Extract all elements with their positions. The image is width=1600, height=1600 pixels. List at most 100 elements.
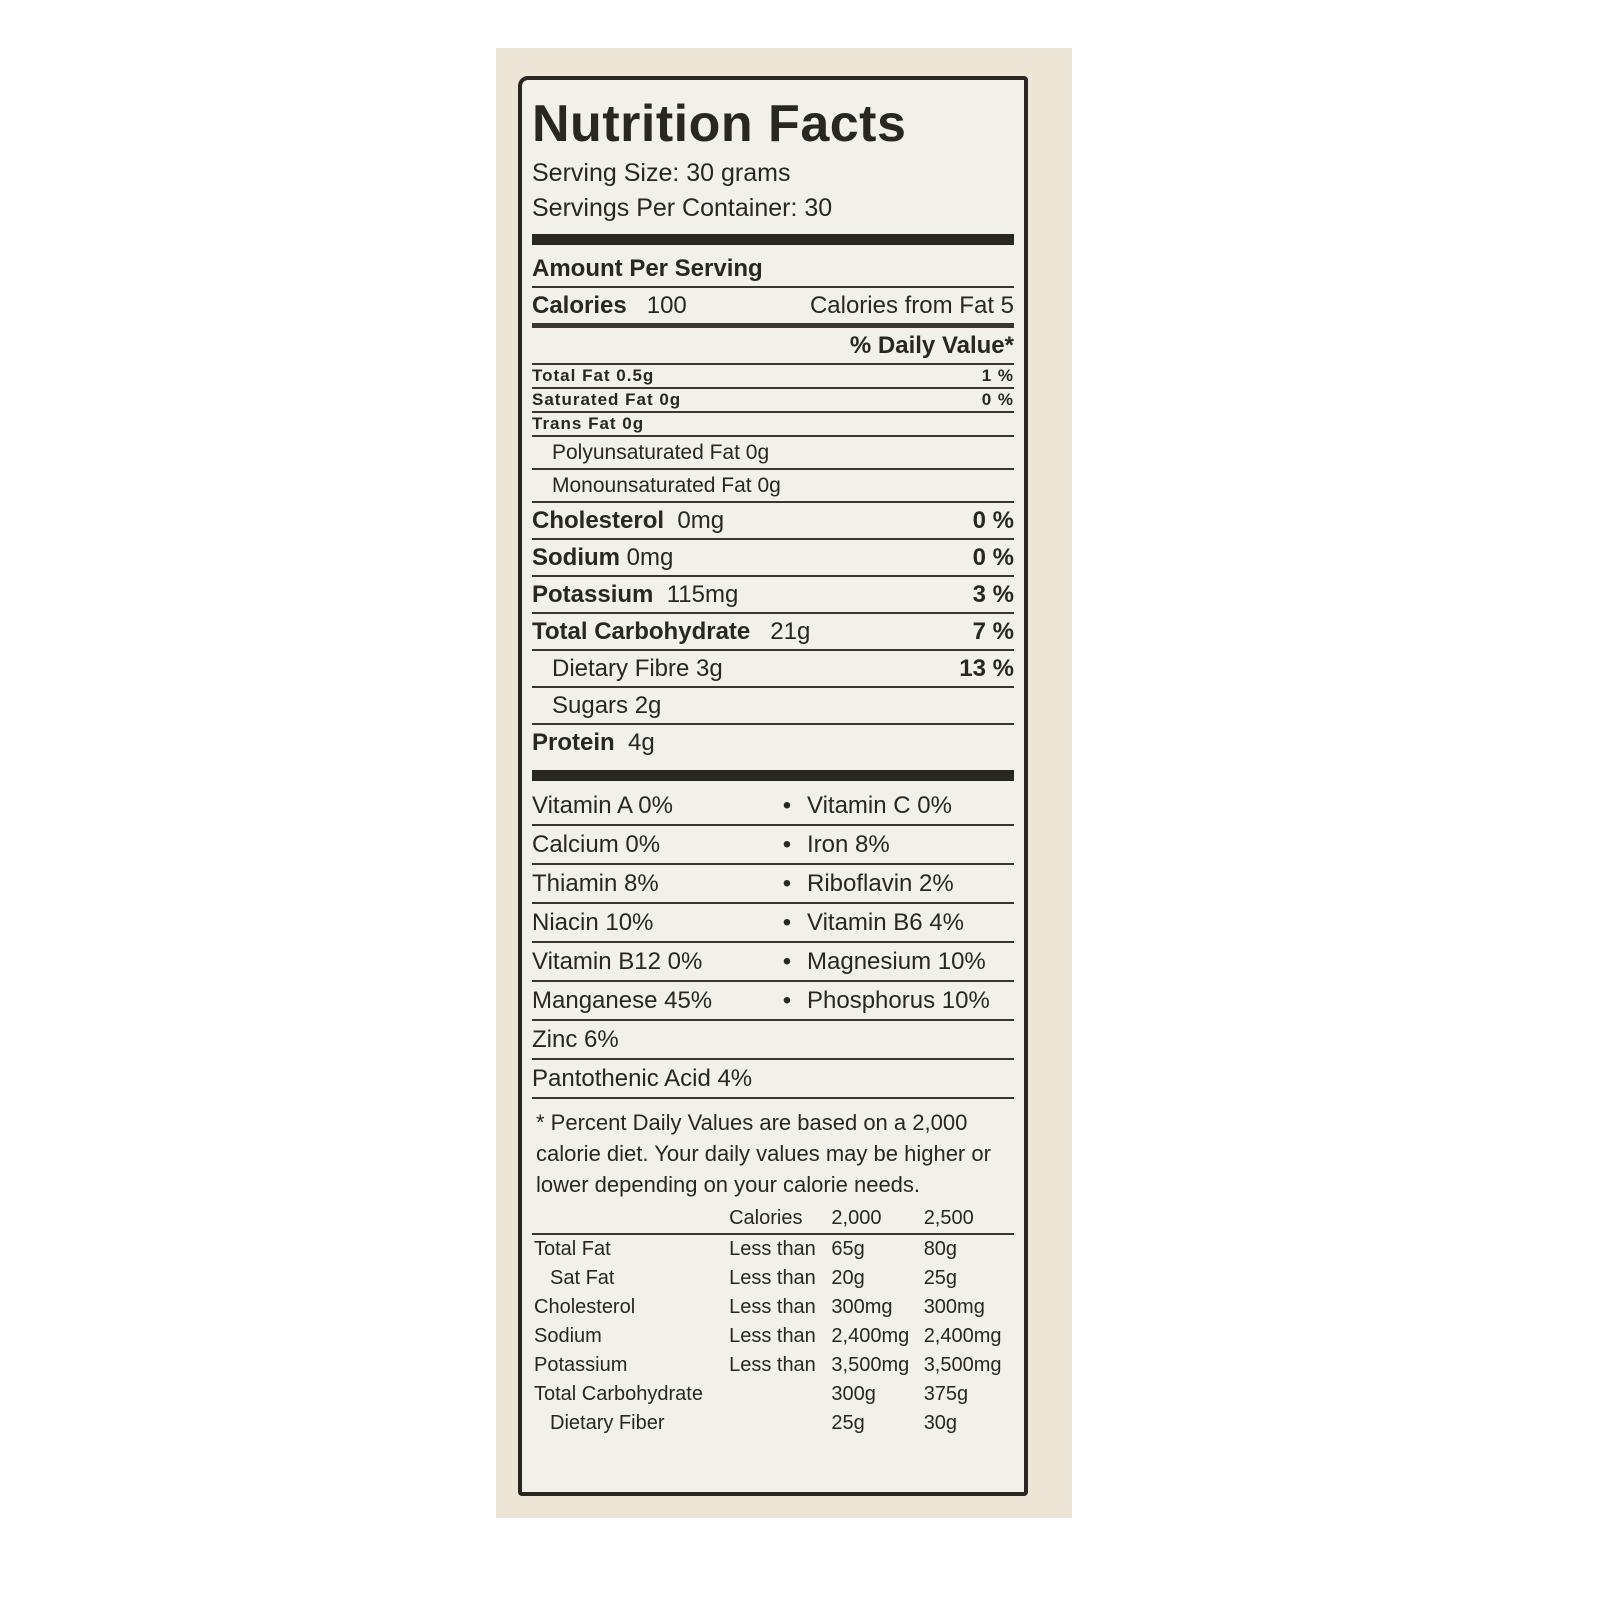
calories-label: Calories — [532, 292, 627, 319]
bullet: • — [782, 870, 792, 897]
nutrient-name: Dietary Fibre 3g — [552, 655, 723, 682]
vitamin-right: Vitamin C 0% — [807, 792, 952, 819]
nutrient-row: Total Fat 0.5g 1 % — [532, 365, 1014, 389]
nutrient-dv: 0 % — [972, 507, 1014, 534]
nutrient-name: Saturated Fat 0g — [532, 390, 682, 409]
divider — [532, 770, 1014, 781]
nutrient-amount: 21g — [770, 618, 811, 645]
reference-cell: 3,500mg — [923, 1354, 1002, 1376]
vitamin-row: Vitamin B12 0% • Magnesium 10% — [532, 943, 1014, 982]
reference-header: 2,500 — [921, 1204, 1014, 1235]
label-title: Nutrition Facts — [532, 95, 907, 153]
reference-cell: 25g — [831, 1412, 865, 1434]
bullet — [767, 1065, 807, 1093]
reference-cell: Sat Fat — [550, 1267, 615, 1289]
reference-cell — [727, 1409, 829, 1438]
serving-size: Serving Size: 30 grams — [532, 159, 791, 187]
vitamin-row: Manganese 45% • Phosphorus 10% — [532, 982, 1014, 1021]
nutrient-name: Total Carbohydrate — [532, 618, 751, 645]
nutrient-name: Monounsaturated Fat 0g — [552, 474, 781, 497]
nutrient-dv: 13 % — [959, 655, 1014, 682]
reference-cell: 65g — [831, 1238, 865, 1260]
nutrient-dv: 3 % — [972, 581, 1014, 608]
divider — [532, 234, 1014, 245]
reference-cell: 300mg — [831, 1296, 893, 1318]
reference-cell: Less than — [729, 1238, 816, 1260]
vitamin-left: Vitamin A 0% — [532, 792, 673, 819]
vitamin-right: Riboflavin 2% — [807, 870, 954, 897]
nutrient-row: Sodium 0mg 0 % — [532, 540, 1014, 577]
nutrient-dv: 7 % — [972, 618, 1014, 645]
vitamin-right: Vitamin B6 4% — [807, 909, 964, 936]
nutrient-name: Potassium — [532, 581, 654, 608]
daily-value-header: % Daily Value* — [849, 332, 1014, 359]
nutrient-row: Cholesterol 0mg 0 % — [532, 503, 1014, 540]
bullet: • — [782, 948, 792, 975]
reference-cell: Less than — [729, 1354, 816, 1376]
vitamin-left: Pantothenic Acid 4% — [532, 1065, 753, 1092]
nutrient-row: Monounsaturated Fat 0g — [532, 470, 1014, 503]
vitamin-row: Niacin 10% • Vitamin B6 4% — [532, 904, 1014, 943]
vitamin-left: Niacin 10% — [532, 909, 654, 936]
nutrient-name: Polyunsaturated Fat 0g — [552, 441, 770, 464]
nutrient-name: Protein — [532, 729, 615, 756]
vitamin-left: Thiamin 8% — [532, 870, 659, 897]
reference-cell: 375g — [923, 1383, 969, 1405]
nutrient-dv: 0 % — [972, 544, 1014, 571]
reference-row: Total Fat Less than 65g 80g — [532, 1234, 1014, 1264]
nutrient-row: Potassium 115mg 3 % — [532, 577, 1014, 614]
nutrient-row: Protein 4g — [532, 725, 1014, 760]
vitamin-row: Zinc 6% — [532, 1021, 1014, 1060]
nutrient-amount: 4g — [628, 729, 655, 756]
nutrient-name: Sugars 2g — [552, 692, 662, 719]
vitamin-right: Phosphorus 10% — [807, 987, 990, 1014]
bullet: • — [782, 831, 792, 858]
vitamins-list: Vitamin A 0% • Vitamin C 0% Calcium 0% • Iron… — [532, 787, 1014, 1099]
reference-cell: Less than — [729, 1267, 816, 1289]
reference-cell: 25g — [923, 1267, 958, 1289]
reference-cell: 300g — [831, 1383, 876, 1405]
reference-row: Dietary Fiber 25g 30g — [532, 1409, 1014, 1438]
vitamin-row: Pantothenic Acid 4% — [532, 1060, 1014, 1099]
reference-cell: Potassium — [534, 1354, 628, 1376]
reference-cell: Sodium — [534, 1325, 602, 1347]
reference-cell — [727, 1380, 829, 1409]
footnote: * Percent Daily Values are based on a 2,… — [536, 1110, 991, 1197]
nutrient-row: Total Carbohydrate 21g 7 % — [532, 614, 1014, 651]
reference-header: Calories — [727, 1204, 830, 1235]
reference-header: 2,000 — [829, 1204, 922, 1235]
reference-row: Cholesterol Less than 300mg 300mg — [532, 1293, 1014, 1322]
vitamin-left: Calcium 0% — [532, 831, 661, 858]
reference-table: Calories 2,000 2,500 Total Fat Less than 65g… — [532, 1204, 1014, 1438]
vitamin-row: Thiamin 8% • Riboflavin 2% — [532, 865, 1014, 904]
reference-cell: Less than — [729, 1296, 816, 1318]
bullet — [767, 1026, 807, 1054]
vitamin-left: Vitamin B12 0% — [532, 948, 703, 975]
vitamin-right: Iron 8% — [807, 831, 890, 858]
vitamin-left: Manganese 45% — [532, 987, 713, 1014]
servings-per-container: Servings Per Container: 30 — [532, 194, 833, 222]
nutrient-name: Total Fat 0.5g — [532, 366, 655, 385]
nutrient-row: Polyunsaturated Fat 0g — [532, 437, 1014, 470]
reference-cell: Total Fat — [534, 1238, 611, 1260]
nutrient-amount: 0mg — [626, 544, 674, 571]
reference-row: Sodium Less than 2,400mg 2,400mg — [532, 1322, 1014, 1351]
reference-cell: 300mg — [923, 1296, 985, 1318]
bullet: • — [782, 792, 792, 819]
reference-cell: Cholesterol — [534, 1296, 636, 1318]
nutrient-dv: 1 % — [981, 366, 1014, 385]
reference-cell: 2,400mg — [923, 1325, 1002, 1347]
vitamin-row: Calcium 0% • Iron 8% — [532, 826, 1014, 865]
nutrient-amount: 0mg — [677, 507, 725, 534]
reference-cell: 3,500mg — [831, 1354, 910, 1376]
nutrient-row: Dietary Fibre 3g 13 % — [532, 651, 1014, 688]
nutrient-name: Trans Fat 0g — [532, 414, 645, 433]
nutrient-row: Saturated Fat 0g 0 % — [532, 389, 1014, 413]
nutrient-row: Trans Fat 0g — [532, 413, 1014, 437]
nutrient-name: Cholesterol — [532, 507, 665, 534]
reference-cell: 30g — [923, 1412, 958, 1434]
reference-row: Total Carbohydrate 300g 375g — [532, 1380, 1014, 1409]
daily-value-header-row: % Daily Value* — [532, 328, 1014, 365]
reference-cell: Total Carbohydrate — [534, 1383, 703, 1405]
nutrient-row: Sugars 2g — [532, 688, 1014, 725]
